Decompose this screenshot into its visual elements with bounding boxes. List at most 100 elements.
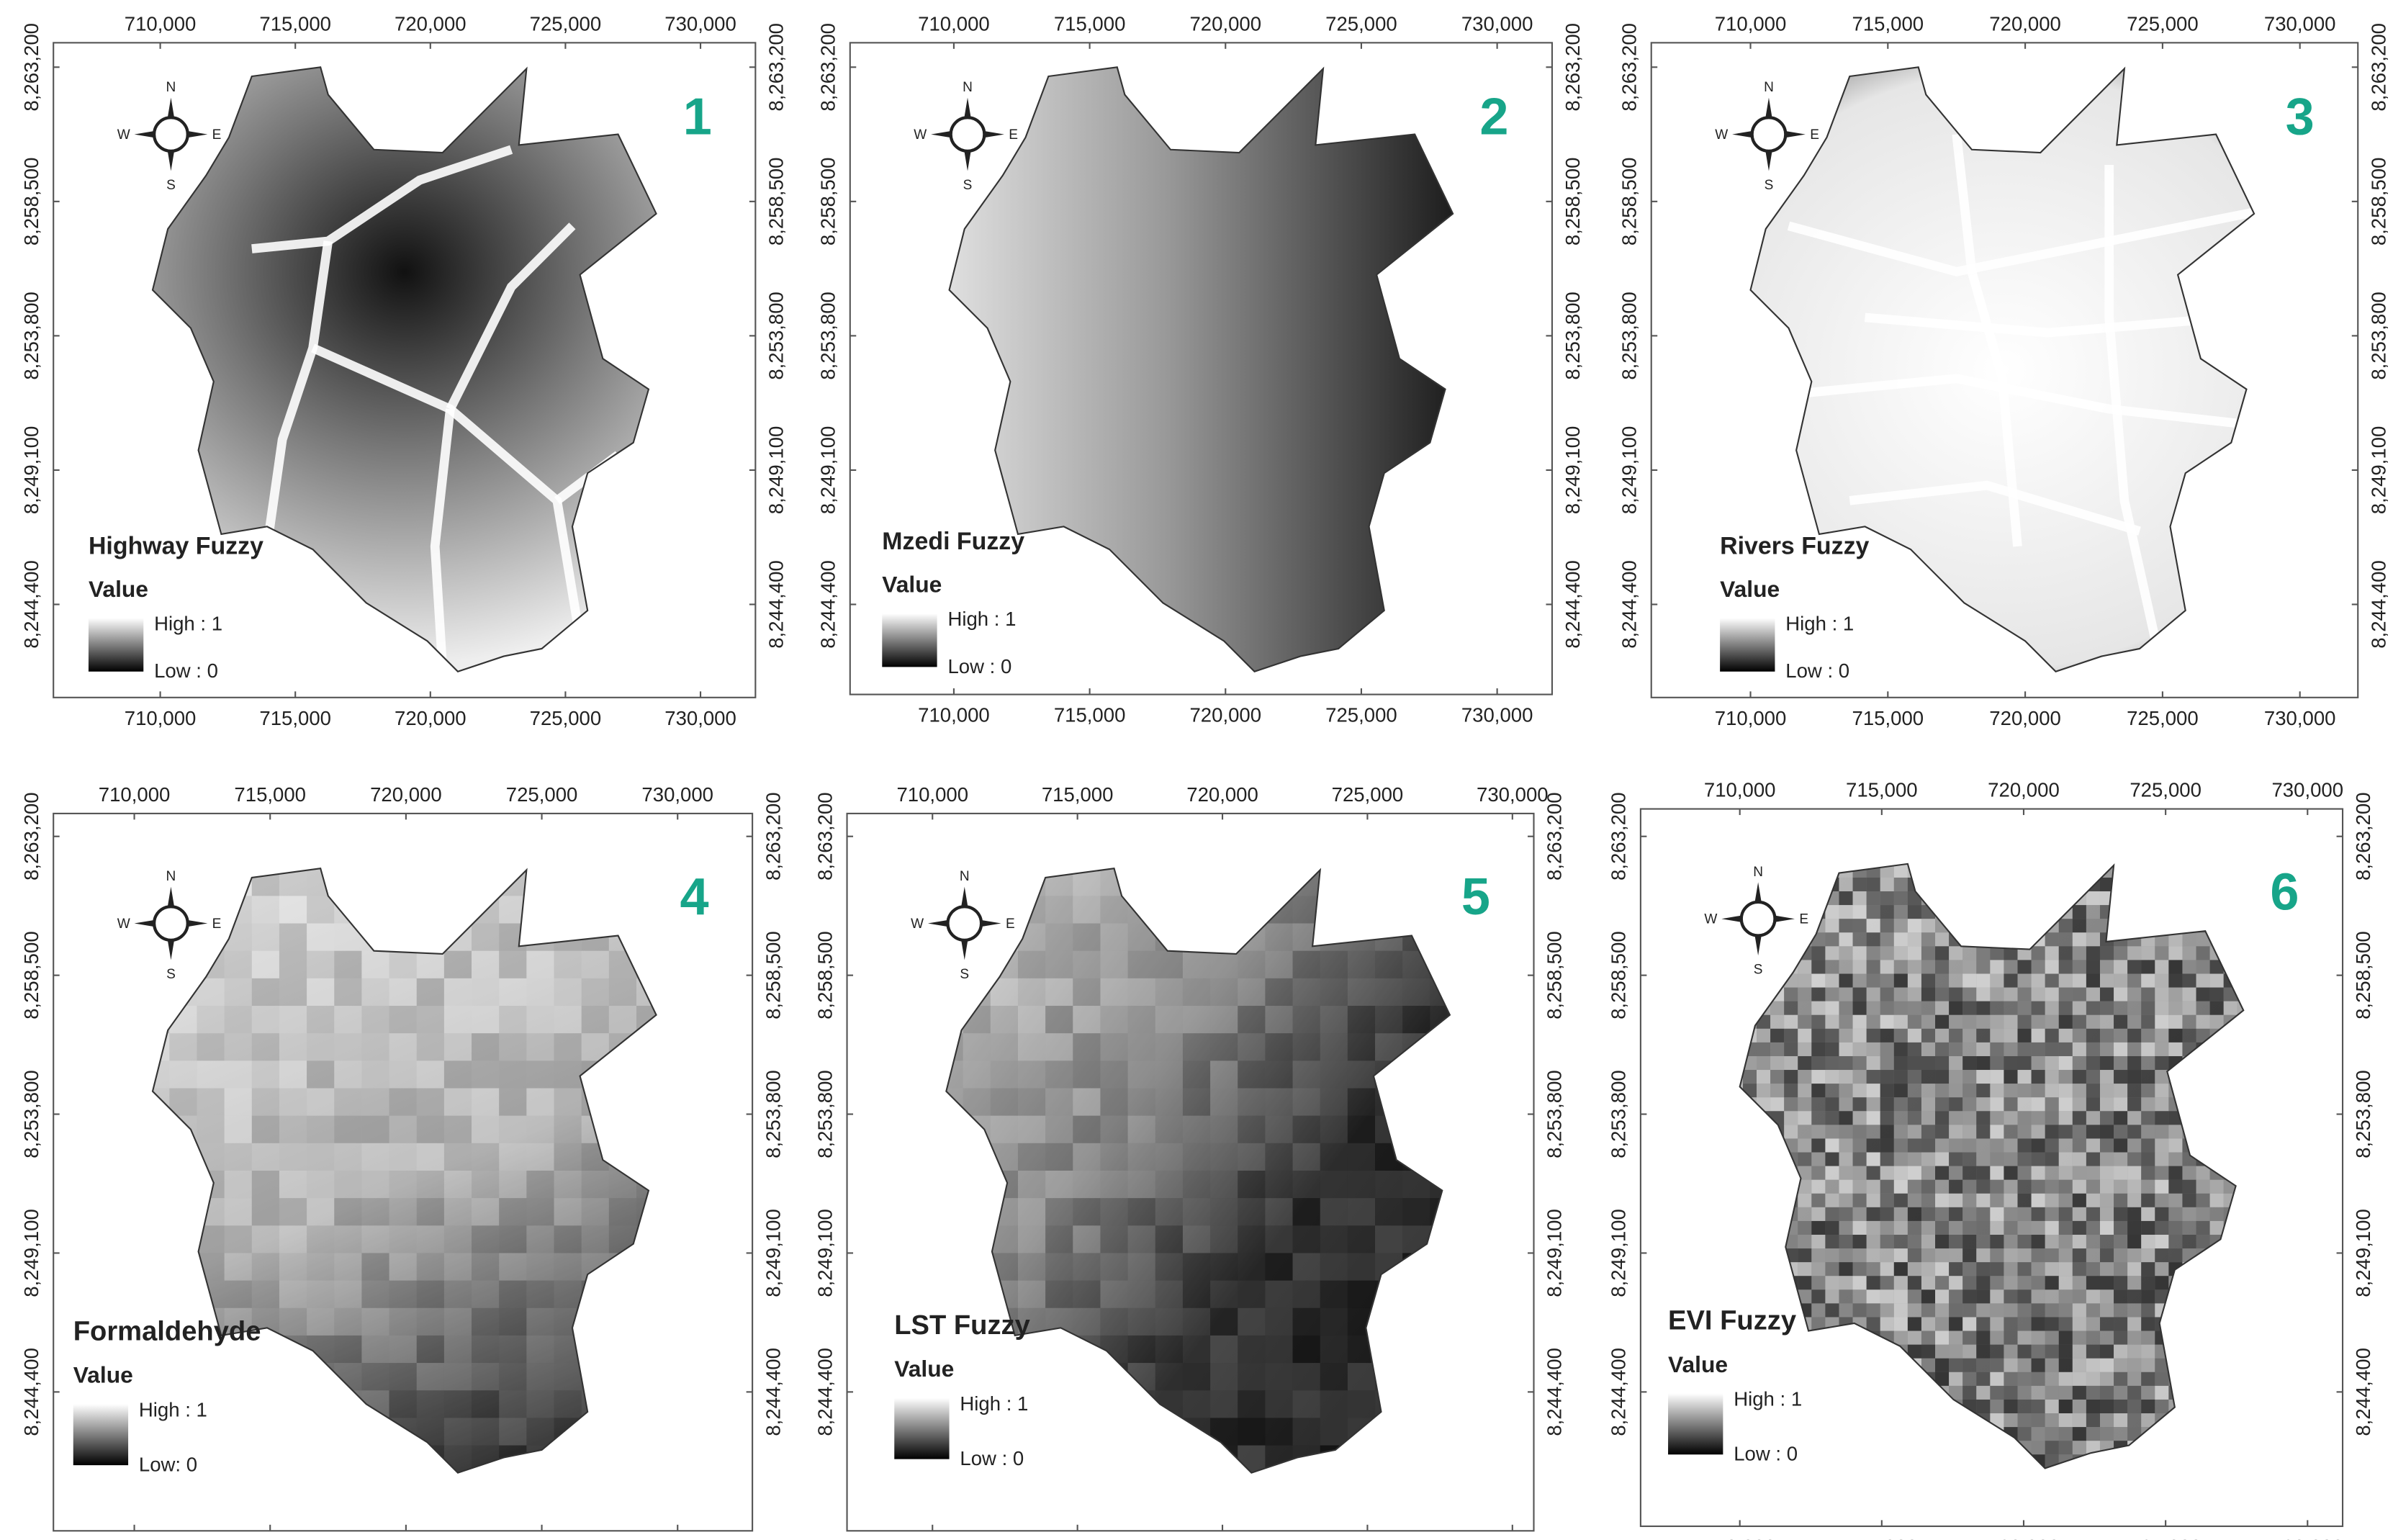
x-tick-label: 715,000 (259, 12, 331, 35)
raster-cell (1893, 1138, 1908, 1153)
raster-cell (1921, 1289, 1936, 1304)
raster-cell (1907, 919, 1921, 933)
raster-cell (2209, 1014, 2224, 1029)
raster-cell (307, 1033, 335, 1061)
raster-cell (1811, 1138, 1826, 1153)
raster-cell (2141, 1179, 2155, 1194)
raster-cell (1347, 1225, 1376, 1253)
raster-cell (2196, 1028, 2210, 1043)
raster-cell (2114, 1358, 2128, 1372)
raster-cell (2058, 1125, 2073, 1139)
raster-cell (1880, 1070, 1894, 1084)
raster-cell (554, 1225, 582, 1253)
raster-cell (1265, 1006, 1293, 1034)
raster-cell (2155, 946, 2169, 960)
raster-cell (1880, 1262, 1894, 1276)
raster-cell (1962, 1207, 1977, 1221)
raster-cell (1880, 1248, 1894, 1263)
raster-cell (1880, 1138, 1894, 1153)
raster-cell (169, 1033, 197, 1061)
raster-cell (2114, 1248, 2128, 1263)
raster-cell (416, 1307, 444, 1336)
raster-cell (1182, 1033, 1211, 1061)
raster-cell (1949, 987, 1963, 1001)
raster-cell (2045, 1330, 2059, 1345)
raster-cell (1962, 1001, 1977, 1015)
raster-cell (334, 950, 362, 978)
raster-cell (1770, 1084, 1785, 1098)
raster-cell (2045, 1179, 2059, 1194)
raster-cell (1045, 896, 1073, 924)
raster-cell (1017, 1143, 1046, 1171)
raster-cell (1182, 1390, 1211, 1418)
raster-cell (2004, 1207, 2018, 1221)
raster-cell (2031, 1372, 2045, 1386)
raster-cell (1292, 1061, 1320, 1089)
raster-cell (2099, 1125, 2114, 1139)
raster-cell (1921, 1358, 1936, 1372)
raster-cell (1347, 1170, 1376, 1199)
raster-cell (1347, 1088, 1376, 1116)
panel-number: 2 (1479, 89, 1508, 146)
y-tick-label: 8,253,800 (20, 1070, 42, 1158)
raster-cell (2017, 1220, 2032, 1235)
raster-cell (2004, 1303, 2018, 1318)
raster-cell (2072, 1441, 2086, 1455)
raster-cell (307, 1198, 335, 1226)
raster-cell (1907, 1111, 1921, 1125)
map-outline (945, 868, 1451, 1474)
compass-ring (1750, 116, 1788, 153)
raster-cell (2086, 1070, 2100, 1084)
raster-cell (472, 1006, 500, 1034)
raster-cell (1990, 1166, 2004, 1180)
raster-cell (2072, 919, 2086, 933)
raster-cell (389, 1363, 417, 1391)
raster-cell (2182, 1028, 2196, 1043)
y-tick-label: 8,263,200 (20, 792, 42, 881)
raster-cell (2209, 1193, 2224, 1207)
raster-cell (1990, 1289, 2004, 1304)
raster-cell (1073, 1088, 1101, 1116)
raster-cell (2141, 1317, 2155, 1331)
raster-cell (2045, 932, 2059, 947)
raster-cell (2072, 1138, 2086, 1153)
raster-cell (334, 1115, 362, 1143)
raster-cell (2099, 1097, 2114, 1112)
raster-cell (2237, 1001, 2244, 1015)
y-tick-label: 8,249,100 (817, 426, 839, 515)
raster-cell (361, 1253, 389, 1281)
raster-cell (389, 1170, 417, 1199)
raster-cell (1100, 1115, 1128, 1143)
raster-cell (2031, 946, 2045, 960)
raster-cell (2031, 1070, 2045, 1084)
raster-cell (1811, 1220, 1826, 1235)
raster-cell (1265, 1335, 1293, 1364)
raster-cell (1073, 896, 1101, 924)
raster-cell (2209, 973, 2224, 988)
raster-cell (1210, 1198, 1238, 1226)
raster-cell (389, 950, 417, 978)
y-tick-label: 8,263,200 (2352, 792, 2374, 881)
raster-cell (1210, 1253, 1238, 1281)
raster-cell (2058, 1207, 2073, 1221)
raster-cell (1265, 978, 1293, 1007)
raster-cell (2058, 1042, 2073, 1056)
y-tick-label: 8,253,800 (765, 292, 788, 380)
raster-cell (2017, 1276, 2032, 1290)
compass-e: E (212, 917, 222, 932)
raster-cell (1880, 1166, 1894, 1180)
raster-cell (2168, 1179, 2183, 1194)
raster-cell (1825, 1055, 1839, 1071)
raster-cell (2182, 1179, 2196, 1194)
y-tick-label: 8,244,400 (2367, 560, 2389, 649)
raster-cell (1880, 1125, 1894, 1139)
raster-cell (1990, 1111, 2004, 1125)
raster-cell (1073, 1280, 1101, 1308)
raster-cell (2017, 1413, 2032, 1428)
raster-cell (2127, 973, 2142, 988)
raster-cell (2155, 1220, 2169, 1235)
raster-cell (443, 1280, 472, 1308)
raster-cell (1825, 960, 1839, 974)
raster-cell (1265, 1198, 1293, 1226)
raster-cell (169, 1088, 197, 1116)
